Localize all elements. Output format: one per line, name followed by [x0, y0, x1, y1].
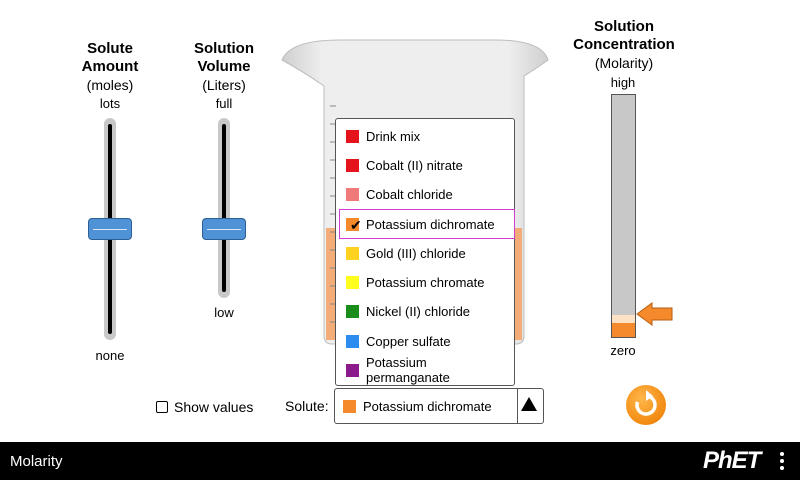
- solute-option-label: Gold (III) chloride: [366, 245, 466, 261]
- solution-volume-track[interactable]: [218, 118, 230, 298]
- solute-label: Solute:: [285, 398, 329, 414]
- reset-icon: [635, 390, 657, 416]
- concentration-meter-fill-top: [612, 315, 635, 323]
- color-swatch: [346, 129, 359, 143]
- solute-option-label: Drink mix: [366, 128, 421, 144]
- solution-volume-bottom-label: low: [214, 305, 234, 320]
- solution-volume-units: (Liters): [202, 77, 246, 93]
- solution-volume-track-line: [222, 124, 226, 292]
- solute-option-label: Potassium chromate: [366, 274, 485, 290]
- concentration-title-line1: Solution: [594, 18, 654, 35]
- solution-volume-thumb[interactable]: [202, 218, 246, 240]
- triangle-up-icon[interactable]: [521, 397, 537, 411]
- solute-option-label: Potassium dichromate: [366, 216, 495, 232]
- solute-option-label: Cobalt (II) nitrate: [366, 157, 463, 173]
- solute-option[interactable]: Cobalt (II) nitrate: [342, 153, 510, 177]
- solute-option-label: Potassium permanganate: [366, 355, 450, 385]
- options-menu-icon[interactable]: [780, 452, 786, 470]
- navigation-bar: Molarity PhET: [0, 442, 800, 480]
- color-swatch: [346, 246, 359, 260]
- solute-amount-title-line2: Amount: [81, 58, 139, 75]
- show-values-checkbox[interactable]: Show values: [156, 399, 253, 415]
- solution-volume-title: Solution Volume: [174, 40, 274, 76]
- solute-option[interactable]: Gold (III) chloride: [342, 241, 510, 265]
- color-swatch: [346, 363, 359, 377]
- color-swatch: [346, 304, 359, 318]
- solution-volume-title-line1: Solution: [194, 40, 254, 57]
- solute-amount-bottom-label: none: [95, 348, 125, 363]
- concentration-title: Solution Concentration: [566, 18, 682, 54]
- phet-logo-text: PhET: [703, 447, 761, 474]
- reset-all-button[interactable]: [626, 385, 666, 425]
- check-icon: ✔: [350, 216, 362, 233]
- color-swatch: [346, 275, 359, 289]
- solute-option-label: Cobalt chloride: [366, 186, 453, 202]
- solute-option-selected[interactable]: ✔ Potassium dichromate: [339, 209, 515, 239]
- sim-title: Molarity: [10, 453, 63, 470]
- solute-option-label: Nickel (II) chloride: [366, 303, 471, 319]
- solute-option[interactable]: Copper sulfate: [342, 329, 510, 353]
- color-swatch: [346, 334, 359, 348]
- solute-amount-title-line1: Solute: [87, 40, 133, 57]
- concentration-units: (Molarity): [594, 55, 654, 71]
- concentration-top-label: high: [610, 75, 636, 90]
- concentration-title-line2: Concentration: [573, 36, 675, 53]
- phet-logo[interactable]: PhET: [703, 447, 761, 474]
- solute-combo-value: Potassium dichromate: [343, 399, 492, 414]
- solute-option[interactable]: Cobalt chloride: [342, 182, 510, 206]
- solute-option[interactable]: Potassium chromate: [342, 270, 510, 294]
- solute-amount-top-label: lots: [99, 96, 121, 111]
- solute-option-label: Copper sulfate: [366, 333, 451, 349]
- concentration-meter-fill: [612, 315, 635, 337]
- checkbox-box[interactable]: [156, 401, 168, 413]
- color-swatch: [346, 158, 359, 172]
- solute-combo-box[interactable]: Potassium dichromate: [334, 388, 544, 424]
- solute-amount-thumb[interactable]: [88, 218, 132, 240]
- combo-separator: [517, 389, 518, 423]
- color-swatch: [346, 187, 359, 201]
- show-values-label: Show values: [174, 399, 254, 415]
- solute-combo-label: Potassium dichromate: [363, 399, 492, 414]
- solute-amount-units: (moles): [86, 77, 134, 93]
- solute-dropdown-list: Drink mix Cobalt (II) nitrate Cobalt chl…: [335, 118, 515, 386]
- color-swatch: [343, 400, 356, 413]
- solution-volume-title-line2: Volume: [197, 58, 251, 75]
- solute-amount-title: Solute Amount: [60, 40, 160, 76]
- solute-option[interactable]: Drink mix: [342, 124, 510, 148]
- solute-option[interactable]: Nickel (II) chloride: [342, 299, 510, 323]
- concentration-bottom-label: zero: [610, 343, 636, 358]
- solution-volume-top-label: full: [215, 96, 233, 111]
- concentration-meter: [611, 94, 636, 338]
- solute-option[interactable]: Potassium permanganate: [342, 355, 510, 385]
- color-swatch: ✔: [346, 216, 362, 233]
- concentration-arrow-icon[interactable]: [636, 302, 674, 326]
